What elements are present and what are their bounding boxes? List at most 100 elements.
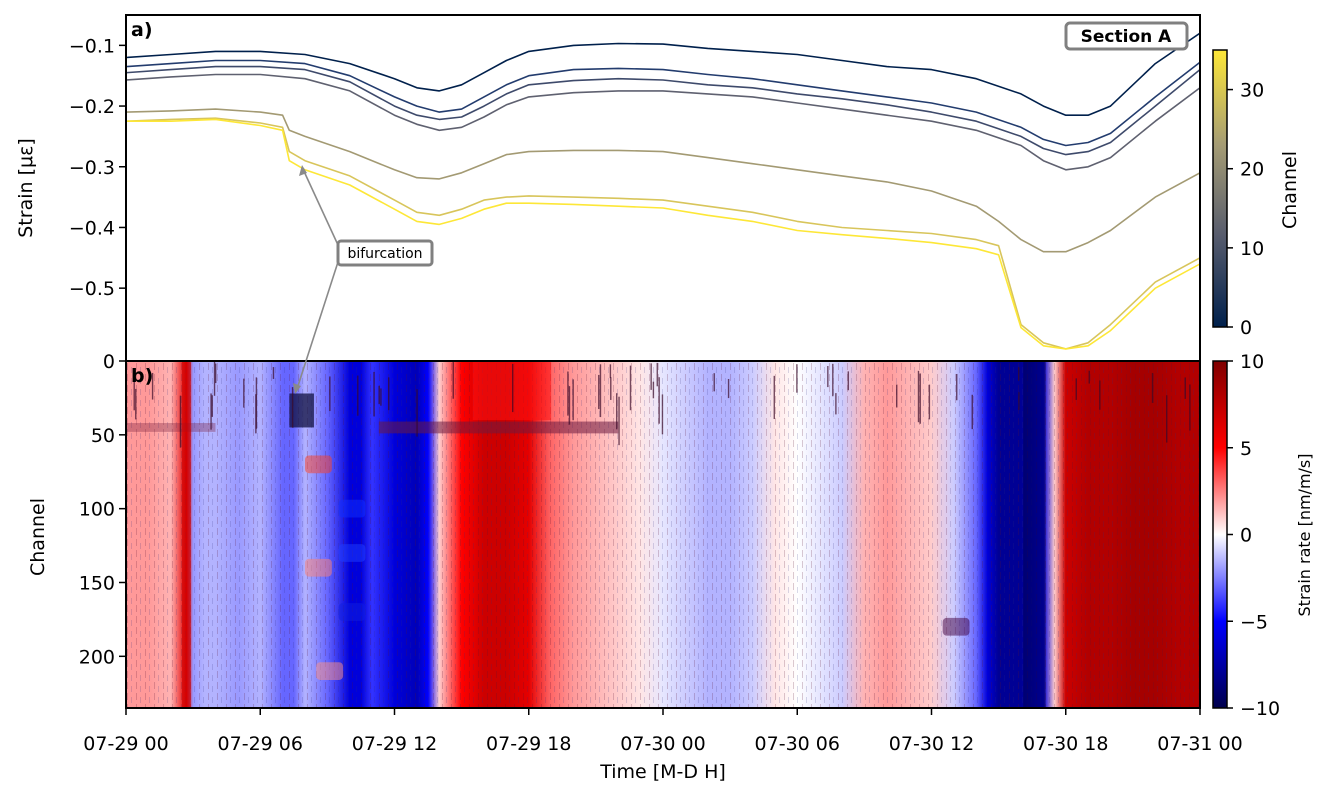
heatmap-spike [713, 373, 715, 392]
x-tick-label: 07-29 18 [486, 733, 571, 755]
section-badge-box [1064, 21, 1189, 51]
panel-a-frame [125, 14, 1201, 362]
strain-rate-colorbar-fill [1212, 360, 1228, 709]
channel-colorbar-tick-label: 20 [1240, 159, 1264, 181]
heatmap-spike [599, 364, 602, 418]
heatmap-blob [305, 558, 332, 577]
section-badge-text: Section A [1081, 27, 1173, 47]
panel-b-y-ticks: 0 50 100 150 200 [79, 351, 126, 668]
strain-rate-colorbar-tick-label: 0 [1240, 525, 1252, 547]
panel-b-ytick-label: 150 [79, 572, 115, 594]
heatmap-blob [338, 603, 366, 621]
heatmap-spike [629, 365, 632, 411]
heatmap-spike [610, 377, 612, 400]
strain-line-channel-8 [126, 65, 1200, 156]
strain-line-channel-12 [126, 73, 1200, 171]
heatmap-spike [652, 381, 655, 399]
bifurcation-arrowhead-lower [293, 383, 301, 394]
heatmap-spike [243, 378, 245, 408]
x-tick-label: 07-29 12 [352, 733, 437, 755]
x-tick-label: 07-30 18 [1023, 733, 1108, 755]
bifurcation-label-box [336, 239, 434, 267]
panel-a-ytick-label: −0.5 [69, 278, 115, 300]
heatmap-blob [305, 455, 332, 474]
heatmap-spike [917, 370, 920, 423]
heatmap-spike [1184, 377, 1186, 399]
panel-a-y-ticks: −0.1 −0.2 −0.3 −0.4 −0.5 [69, 35, 126, 300]
bifurcation-label: bifurcation [347, 246, 422, 262]
panel-a-label: a) [131, 19, 153, 41]
bifurcation-arrow-lower [295, 261, 339, 393]
heatmap-spike [919, 373, 921, 424]
heatmap-spike [598, 374, 600, 410]
heatmap-spike [1075, 378, 1077, 400]
strain-rate-colorbar-tick-label: 5 [1240, 438, 1252, 460]
heatmap-spike [272, 367, 275, 379]
heatmap-spike [291, 387, 294, 428]
strain-line-channel-35 [126, 118, 1200, 350]
panel-a-ytick-label: −0.1 [69, 35, 115, 57]
strain-rate-colorbar-ticks: 10 5 0 −5 −10 [1227, 351, 1280, 720]
heatmap-spike [135, 388, 137, 420]
heatmap-spike [133, 374, 135, 411]
heatmap-features [126, 361, 1191, 708]
heatmap-spike [956, 373, 958, 401]
heatmap-spike [1018, 392, 1020, 410]
channel-colorbar-label: Channel [1279, 151, 1301, 229]
heatmap-spike [567, 371, 569, 416]
panel-b-ytick-label: 100 [79, 499, 115, 521]
x-axis-label: Time [M-D H] [599, 761, 726, 783]
x-tick-label: 07-30 00 [620, 733, 705, 755]
channel-colorbar-ticks: 0 10 20 30 [1227, 80, 1264, 339]
panel-b-x-ticks: 07-29 00 07-29 06 07-29 12 07-29 18 07-30 00… [83, 708, 1243, 755]
heatmap-blob [316, 662, 344, 680]
heatmap-spike [1151, 372, 1154, 403]
heatmap-spike [568, 386, 571, 425]
strain-rate-colorbar: 10 5 0 −5 −10 Strain rate [nm/m/s] [1212, 351, 1314, 720]
panel-b-ytick-label: 200 [79, 646, 115, 668]
heatmap-spike [1099, 380, 1101, 410]
heatmap-blob [942, 617, 970, 636]
strain-rate-colorbar-label: Strain rate [nm/m/s] [1295, 454, 1314, 617]
x-tick-label: 07-30 06 [755, 733, 840, 755]
heatmap-blob [338, 544, 366, 562]
strain-line-channel-4 [126, 59, 1200, 147]
heatmap-spike [215, 363, 217, 384]
channel-colorbar-tick-label: 30 [1240, 80, 1264, 102]
heatmap-spike [329, 376, 331, 412]
strain-line-channel-0 [126, 32, 1200, 116]
heatmap-spike [1189, 384, 1191, 431]
heatmap-spike [847, 371, 849, 391]
strain-rate-colorbar-tick-label: −10 [1240, 698, 1280, 720]
channel-colorbar-fill [1212, 49, 1228, 328]
heatmap-spike [378, 385, 380, 405]
panel-b-ylabel: Channel [27, 498, 49, 576]
strain-rate-colorbar-tick-label: 10 [1240, 351, 1264, 373]
panel-a-ylabel: Strain [με] [15, 138, 37, 238]
heatmap-spike [616, 393, 618, 430]
heatmap-spike [213, 361, 216, 396]
panel-a-ytick-label: −0.4 [69, 217, 115, 239]
heatmap-spike [971, 394, 973, 430]
heatmap-spike [896, 384, 898, 408]
bifurcation-arrowhead-upper [299, 165, 307, 176]
panel-a: −0.1 −0.2 −0.3 −0.4 −0.5 a) Strain [με] Sect… [15, 14, 1301, 362]
heatmap-spike [179, 395, 182, 448]
heatmap-spike [796, 364, 798, 393]
heatmap-spike [827, 366, 829, 388]
strain-line-channel-30 [126, 117, 1200, 350]
heatmap-spike [572, 379, 574, 421]
x-tick-label: 07-29 00 [83, 733, 168, 755]
heatmap-spike [727, 378, 730, 399]
heatmap-spike [773, 375, 775, 420]
heatmap-spike [650, 363, 652, 390]
heatmap-spike [255, 394, 257, 434]
panel-b-label: b) [131, 365, 153, 387]
heatmap-spike [618, 396, 620, 446]
heatmap-spike [210, 393, 212, 430]
heatmap-spike [151, 372, 154, 400]
strain-rate-colorbar-tick-label: −5 [1240, 611, 1268, 633]
heatmap-spike [1088, 370, 1090, 384]
heatmap-patch [472, 361, 552, 421]
